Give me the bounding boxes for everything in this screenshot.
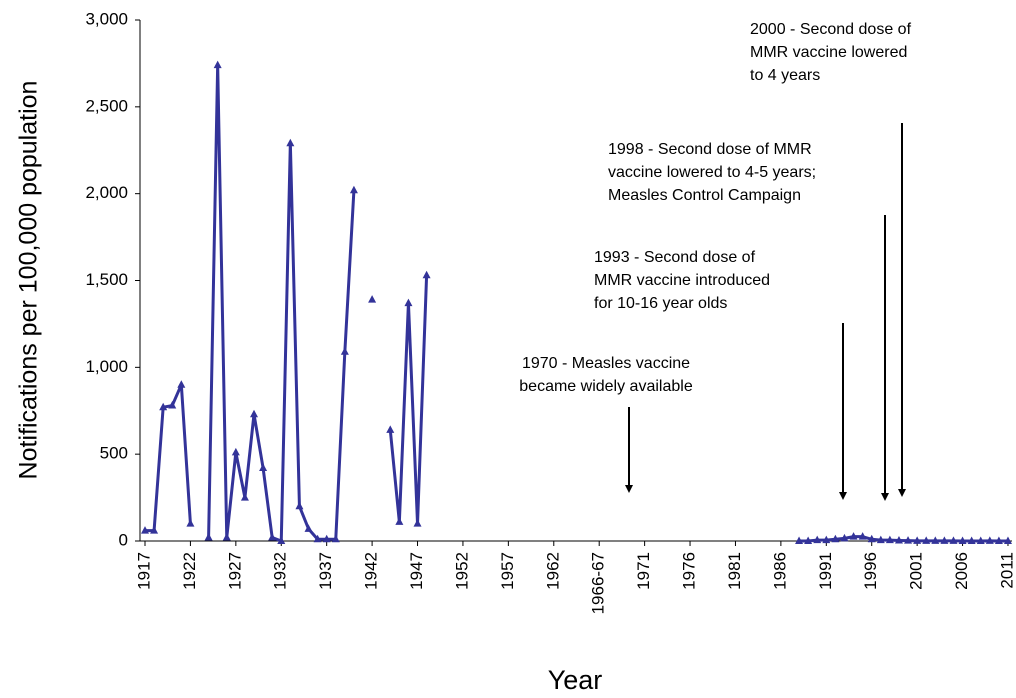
x-tick-label: 1986 xyxy=(770,552,789,590)
annotation-text: to 4 years xyxy=(750,67,820,84)
x-tick-label: 1991 xyxy=(816,552,835,590)
y-tick-label: 1,500 xyxy=(85,270,128,289)
point-marker xyxy=(349,185,358,194)
point-marker xyxy=(141,526,149,534)
point-marker xyxy=(840,533,849,542)
point-marker xyxy=(958,536,967,544)
point-marker xyxy=(1003,536,1012,544)
annotation-text: vaccine lowered to 4-5 years; xyxy=(608,164,816,181)
y-axis-title: Notifications per 100,000 population xyxy=(15,81,43,480)
y-tick-label: 1,000 xyxy=(85,357,128,376)
point-marker xyxy=(885,535,894,544)
point-marker xyxy=(304,524,313,532)
point-marker xyxy=(286,138,295,147)
y-tick-label: 500 xyxy=(100,444,128,463)
x-tick-label: 1996 xyxy=(861,552,880,590)
point-marker xyxy=(250,409,259,418)
point-marker xyxy=(222,533,231,541)
y-tick-label: 0 xyxy=(119,530,128,549)
point-marker xyxy=(331,534,340,543)
point-marker xyxy=(240,493,249,501)
point-marker xyxy=(231,447,240,456)
point-marker xyxy=(904,536,913,544)
x-tick-label: 1952 xyxy=(452,552,471,590)
x-tick-label: 1957 xyxy=(498,552,517,590)
x-tick-label: 2011 xyxy=(997,552,1016,589)
point-marker xyxy=(340,347,349,355)
x-tick-label: 1942 xyxy=(362,552,381,590)
point-marker xyxy=(313,534,322,543)
point-marker xyxy=(931,536,940,544)
point-marker xyxy=(204,533,213,541)
point-marker xyxy=(150,526,159,534)
point-marker xyxy=(295,501,304,510)
point-marker xyxy=(159,402,168,411)
point-marker xyxy=(395,517,404,525)
arrow-head xyxy=(625,485,633,493)
x-axis-title: Year xyxy=(548,665,603,695)
point-marker xyxy=(322,534,331,543)
point-marker xyxy=(795,536,804,544)
y-tick-label: 2,000 xyxy=(85,183,128,202)
point-marker xyxy=(976,536,985,544)
arrow-head xyxy=(898,489,906,497)
point-marker xyxy=(177,380,186,388)
point-marker xyxy=(168,401,177,409)
point-marker xyxy=(922,536,931,544)
point-marker xyxy=(822,535,831,544)
point-marker xyxy=(213,60,222,69)
point-marker xyxy=(259,463,268,472)
point-marker xyxy=(831,534,840,543)
point-marker xyxy=(813,535,822,544)
point-marker xyxy=(804,536,813,544)
point-marker xyxy=(186,519,195,527)
point-marker xyxy=(422,270,431,279)
point-marker xyxy=(386,425,395,433)
arrow-head xyxy=(881,493,889,501)
x-tick-label: 1966-67 xyxy=(589,552,608,614)
y-tick-label: 2,500 xyxy=(85,96,128,115)
point-marker xyxy=(277,536,286,544)
point-marker xyxy=(858,532,867,540)
x-tick-label: 1922 xyxy=(180,552,199,590)
point-marker xyxy=(985,536,994,544)
point-marker xyxy=(413,519,422,527)
point-marker xyxy=(994,536,1003,544)
point-marker xyxy=(940,536,949,544)
point-marker xyxy=(268,533,277,541)
point-marker xyxy=(867,534,876,543)
point-marker xyxy=(876,535,885,544)
point-marker xyxy=(404,298,413,307)
point-marker xyxy=(368,295,377,303)
x-tick-label: 1971 xyxy=(634,552,653,590)
annotation-text: MMR vaccine lowered xyxy=(750,44,907,61)
x-tick-label: 1927 xyxy=(225,552,244,590)
point-marker xyxy=(913,536,922,544)
point-marker xyxy=(949,536,958,544)
x-tick-label: 1981 xyxy=(725,552,744,590)
arrow-head xyxy=(839,492,847,500)
x-tick-label: 1947 xyxy=(407,552,426,590)
x-tick-label: 1937 xyxy=(316,552,335,590)
annotation-text: 2000 - Second dose of xyxy=(750,21,912,38)
x-tick-label: 2006 xyxy=(952,552,971,590)
annotation-text: MMR vaccine introduced xyxy=(594,272,770,289)
annotation-text: for 10-16 year olds xyxy=(594,295,727,312)
x-tick-label: 2001 xyxy=(907,552,926,590)
x-tick-label: 1932 xyxy=(271,552,290,590)
annotation-text: 1998 - Second dose of MMR xyxy=(608,141,812,158)
annotation-text: became widely available xyxy=(519,378,693,395)
x-tick-label: 1917 xyxy=(134,552,153,590)
annotation-text: 1993 - Second dose of xyxy=(594,249,756,266)
series-line xyxy=(145,63,1008,543)
annotation-text: 1970 - Measles vaccine xyxy=(522,355,690,372)
point-marker xyxy=(849,532,858,540)
y-tick-label: 3,000 xyxy=(85,9,128,28)
annotation-text: Measles Control Campaign xyxy=(608,187,801,204)
x-tick-label: 1962 xyxy=(543,552,562,590)
x-tick-label: 1976 xyxy=(680,552,699,590)
point-marker xyxy=(894,535,903,544)
point-marker xyxy=(967,536,976,544)
